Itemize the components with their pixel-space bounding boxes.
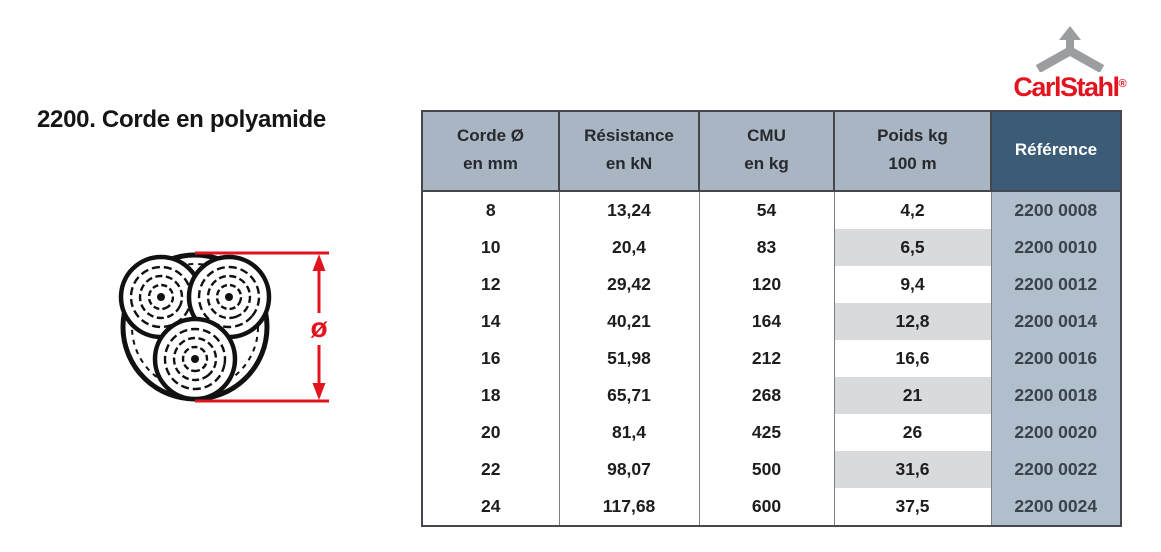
cell-diameter: 18 [422, 377, 560, 415]
cell-weight: 31,6 [834, 451, 992, 489]
cell-cmu: 120 [699, 266, 835, 304]
cell-reference: 2200 0022 [990, 451, 1121, 489]
cell-weight: 9,4 [834, 266, 992, 304]
lifting-sling-icon [1035, 26, 1105, 72]
table-row: 24 117,68 600 37,5 2200 0024 [422, 488, 1121, 527]
cell-weight: 21 [834, 377, 992, 415]
spec-table-body: 8 13,24 54 4,2 2200 0008 10 20,4 83 6,5 2200 0010… [422, 191, 1121, 527]
cell-diameter: 8 [422, 191, 560, 230]
cell-resistance: 81,4 [559, 414, 700, 452]
cell-cmu: 54 [699, 191, 835, 230]
rope-strand [152, 316, 238, 402]
cell-reference: 2200 0010 [990, 229, 1121, 267]
cell-cmu: 500 [699, 451, 835, 489]
cell-resistance: 51,98 [559, 340, 700, 378]
cell-resistance: 65,71 [559, 377, 700, 415]
cell-diameter: 20 [422, 414, 560, 452]
cell-diameter: 22 [422, 451, 560, 489]
cell-reference: 2200 0018 [990, 377, 1121, 415]
cell-weight: 6,5 [834, 229, 992, 267]
header-row: Corde Ø en mm Résistance en kN CMU en kg… [421, 109, 1122, 193]
cell-resistance: 40,21 [559, 303, 700, 341]
cell-reference: 2200 0012 [990, 266, 1121, 304]
rope-cross-section-drawing: ø [118, 251, 329, 403]
rope-cross-section-diagram: ø [95, 233, 345, 423]
cell-reference: 2200 0014 [990, 303, 1121, 341]
cell-resistance: 29,42 [559, 266, 700, 304]
col-header-weight: Poids kg 100 m [833, 109, 992, 193]
cell-diameter: 12 [422, 266, 560, 304]
table-row: 18 65,71 268 21 2200 0018 [422, 377, 1121, 415]
cell-cmu: 83 [699, 229, 835, 267]
cell-weight: 12,8 [834, 303, 992, 341]
cell-cmu: 268 [699, 377, 835, 415]
page-title: 2200. Corde en polyamide [37, 106, 326, 133]
cell-resistance: 117,68 [559, 488, 700, 527]
cell-diameter: 24 [422, 488, 560, 527]
table-row: 8 13,24 54 4,2 2200 0008 [422, 191, 1121, 230]
cell-cmu: 164 [699, 303, 835, 341]
table-row: 14 40,21 164 12,8 2200 0014 [422, 303, 1121, 341]
table-row: 20 81,4 425 26 2200 0020 [422, 414, 1121, 452]
cell-cmu: 212 [699, 340, 835, 378]
cell-weight: 16,6 [834, 340, 992, 378]
cell-resistance: 98,07 [559, 451, 700, 489]
cell-diameter: 14 [422, 303, 560, 341]
cell-reference: 2200 0016 [990, 340, 1121, 378]
cell-diameter: 10 [422, 229, 560, 267]
carl-stahl-logo: CarlStahl® [995, 26, 1145, 104]
col-header-cmu: CMU en kg [698, 109, 835, 193]
col-header-diameter: Corde Ø en mm [421, 109, 560, 193]
table-row: 10 20,4 83 6,5 2200 0010 [422, 229, 1121, 267]
cell-resistance: 13,24 [559, 191, 700, 230]
cell-weight: 37,5 [834, 488, 992, 527]
diameter-symbol: ø [310, 312, 327, 343]
logo-wordmark: CarlStahl® [995, 74, 1145, 101]
diameter-dimension-lines [195, 251, 329, 403]
cell-reference: 2200 0024 [990, 488, 1121, 527]
cell-cmu: 425 [699, 414, 835, 452]
cell-weight: 26 [834, 414, 992, 452]
cell-cmu: 600 [699, 488, 835, 527]
cell-reference: 2200 0008 [990, 191, 1121, 230]
table-row: 22 98,07 500 31,6 2200 0022 [422, 451, 1121, 489]
cell-diameter: 16 [422, 340, 560, 378]
col-header-reference: Référence [990, 109, 1122, 193]
registered-trademark: ® [1118, 78, 1127, 90]
cell-reference: 2200 0020 [990, 414, 1121, 452]
cell-weight: 4,2 [834, 191, 992, 230]
table-row: 16 51,98 212 16,6 2200 0016 [422, 340, 1121, 378]
col-header-resistance: Résistance en kN [558, 109, 700, 193]
cell-resistance: 20,4 [559, 229, 700, 267]
logo-brand-text: CarlStahl [1013, 72, 1120, 102]
spec-table-header: Corde Ø en mm Résistance en kN CMU en kg… [421, 109, 1122, 193]
rope-spec-table: Corde Ø en mm Résistance en kN CMU en kg… [421, 109, 1122, 528]
table-row: 12 29,42 120 9,4 2200 0012 [422, 266, 1121, 304]
